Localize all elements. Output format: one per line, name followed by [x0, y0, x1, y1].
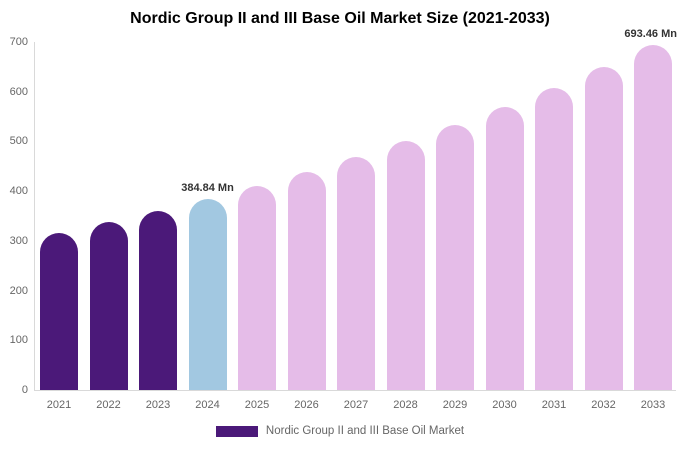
annotation-2033: 693.46 Mn [624, 28, 677, 41]
x-label-2027: 2027 [343, 399, 369, 411]
bar-2024 [188, 198, 227, 390]
bar-2023 [139, 210, 177, 390]
bar-2030 [485, 106, 524, 390]
legend: Nordic Group II and III Base Oil Market [0, 425, 680, 437]
x-label-2026: 2026 [294, 399, 319, 411]
y-tick-400: 400 [9, 185, 28, 198]
bar-2025 [238, 185, 276, 390]
x-axis-line [34, 390, 676, 391]
x-label-2024: 2024 [195, 399, 220, 411]
y-axis-line [34, 42, 35, 391]
annotation-2024: 384.84 Mn [181, 181, 234, 194]
bar-2032 [584, 67, 623, 390]
x-label-2025: 2025 [244, 399, 270, 411]
bar-2033 [634, 45, 672, 390]
bar-2029 [436, 124, 474, 390]
legend-swatch [215, 425, 258, 437]
bar-2022 [89, 222, 128, 390]
bar-2027 [337, 157, 375, 390]
x-label-2030: 2030 [492, 399, 517, 411]
x-label-2028: 2028 [393, 399, 418, 411]
bar-2031 [535, 87, 573, 390]
y-tick-100: 100 [9, 334, 28, 347]
y-tick-700: 700 [9, 36, 28, 48]
x-label-2031: 2031 [541, 399, 567, 411]
bar-2028 [386, 141, 425, 390]
bar-2026 [287, 171, 326, 390]
x-label-2021: 2021 [46, 399, 72, 411]
x-label-2023: 2023 [145, 399, 171, 411]
y-tick-0: 0 [21, 384, 28, 396]
y-tick-600: 600 [9, 85, 28, 98]
chart-title: Nordic Group II and III Base Oil Market … [130, 10, 550, 27]
y-tick-200: 200 [9, 284, 28, 297]
x-label-2029: 2029 [442, 399, 468, 411]
legend-label: Nordic Group II and III Base Oil Market [265, 425, 465, 437]
x-label-2032: 2032 [591, 399, 616, 411]
x-label-2022: 2022 [96, 399, 121, 411]
y-tick-500: 500 [9, 135, 28, 148]
y-tick-300: 300 [9, 234, 28, 247]
x-label-2033: 2033 [640, 399, 666, 411]
bar-2021 [40, 232, 78, 390]
